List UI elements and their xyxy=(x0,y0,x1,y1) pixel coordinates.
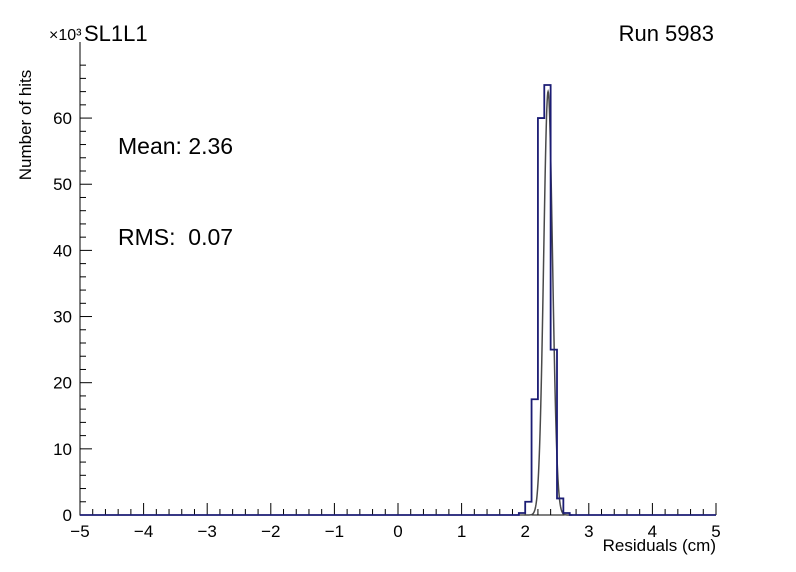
y-tick-label: 10 xyxy=(53,440,72,459)
y-tick-label: 50 xyxy=(53,175,72,194)
x-tick-label: 3 xyxy=(584,522,593,541)
x-tick-label: −4 xyxy=(134,522,153,541)
y-axis-multiplier: ×10³ xyxy=(49,27,82,44)
y-axis-title: Number of hits xyxy=(16,70,35,181)
x-tick-label: −2 xyxy=(261,522,280,541)
x-tick-label: −1 xyxy=(325,522,344,541)
y-tick-label: 40 xyxy=(53,241,72,260)
histogram-outline xyxy=(80,84,716,516)
x-axis-title: Residuals (cm) xyxy=(603,536,716,555)
y-tick-label: 60 xyxy=(53,109,72,128)
y-tick-label: 20 xyxy=(53,374,72,393)
x-tick-label: 5 xyxy=(711,522,720,541)
y-tick-label: 30 xyxy=(53,308,72,327)
stats-rms: RMS: 0.07 xyxy=(118,223,234,250)
run-label: Run 5983 xyxy=(618,21,714,46)
histogram-title: SL1L1 xyxy=(84,21,148,46)
x-tick-label: 2 xyxy=(520,522,529,541)
y-tick-label: 0 xyxy=(63,506,72,525)
x-tick-label: 4 xyxy=(648,522,657,541)
stats-mean: Mean: 2.36 xyxy=(118,132,234,159)
x-tick-label: −5 xyxy=(70,522,89,541)
x-tick-label: 1 xyxy=(457,522,466,541)
fit-curve xyxy=(523,88,573,516)
x-tick-label: 0 xyxy=(393,522,402,541)
stats-box: Mean: 2.36 RMS: 0.07 xyxy=(118,70,233,313)
x-tick-label: −3 xyxy=(198,522,217,541)
